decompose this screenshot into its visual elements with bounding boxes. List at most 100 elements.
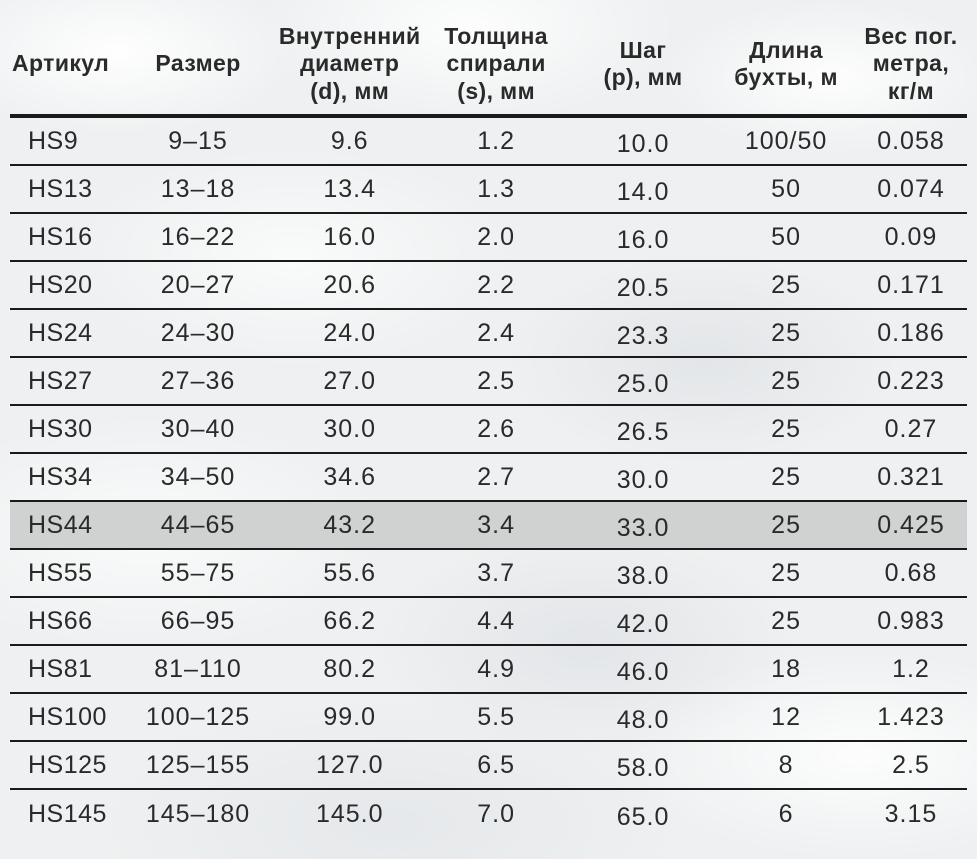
cell-step: 20.5 (616, 273, 670, 302)
cell-coil-length: 8 (778, 750, 794, 779)
cell-article: HS66 (28, 606, 93, 635)
cell-coil-length: 25 (771, 606, 801, 635)
cell-inner-diameter: 20.6 (323, 270, 377, 299)
spec-table: Артикул Размер Внутренний диаметр (d), мм Т… (10, 0, 967, 838)
cell-article: HS145 (28, 799, 107, 828)
cell-size: 34–50 (160, 462, 236, 491)
cell-inner-diameter: 55.6 (323, 558, 377, 587)
cell-inner-diameter: 127.0 (315, 750, 384, 779)
table-row: HS16 16–22 16.0 2.0 16.0 50 0.09 (10, 214, 967, 262)
cell-article: HS27 (28, 366, 93, 395)
cell-coil-length: 25 (771, 270, 801, 299)
cell-step: 42.0 (616, 609, 670, 638)
header-cell-spiral_thickness: Толщина спирали (s), мм (444, 23, 548, 104)
table-row: HS55 55–75 55.6 3.7 38.0 25 0.68 (10, 550, 967, 598)
table-row: HS13 13–18 13.4 1.3 14.0 50 0.074 (10, 166, 967, 214)
header-cell-article: Артикул (12, 50, 110, 77)
cell-coil-length: 25 (771, 510, 801, 539)
cell-step: 25.0 (616, 369, 670, 398)
cell-step: 14.0 (616, 177, 670, 206)
cell-size: 81–110 (154, 654, 242, 683)
cell-spiral-thickness: 4.4 (477, 606, 516, 635)
table-row: HS125 125–155 127.0 6.5 58.0 8 2.5 (10, 742, 967, 790)
cell-coil-length: 25 (771, 462, 801, 491)
cell-inner-diameter: 145.0 (315, 799, 384, 828)
cell-step: 16.0 (616, 225, 670, 254)
table-body: HS9 9–15 9.6 1.2 10.0 100/50 0.058 HS13 … (10, 118, 967, 838)
cell-inner-diameter: 99.0 (323, 702, 377, 731)
cell-weight: 0.223 (877, 366, 945, 395)
cell-size: 9–15 (168, 126, 228, 155)
cell-step: 10.0 (616, 129, 670, 158)
table-row: HS34 34–50 34.6 2.7 30.0 25 0.321 (10, 454, 967, 502)
cell-step: 38.0 (616, 561, 670, 590)
cell-inner-diameter: 27.0 (323, 366, 377, 395)
cell-step: 23.3 (616, 321, 670, 350)
cell-coil-length: 12 (771, 702, 801, 731)
cell-coil-length: 25 (771, 414, 801, 443)
cell-size: 55–75 (160, 558, 236, 587)
cell-coil-length: 18 (771, 654, 801, 683)
cell-size: 27–36 (160, 366, 236, 395)
cell-weight: 0.425 (877, 510, 945, 539)
table-row: HS27 27–36 27.0 2.5 25.0 25 0.223 (10, 358, 967, 406)
cell-step: 46.0 (616, 657, 670, 686)
cell-weight: 0.058 (877, 126, 945, 155)
cell-spiral-thickness: 3.7 (477, 558, 516, 587)
table-header-row: Артикул Размер Внутренний диаметр (d), мм Т… (10, 0, 967, 118)
cell-article: HS81 (28, 654, 93, 683)
cell-weight: 0.186 (877, 318, 945, 347)
header-cell-step: Шаг (p), мм (603, 36, 683, 90)
cell-article: HS55 (28, 558, 93, 587)
cell-weight: 0.68 (884, 558, 938, 587)
cell-weight: 1.2 (892, 654, 930, 683)
cell-weight: 3.15 (884, 799, 938, 828)
cell-spiral-thickness: 2.5 (477, 366, 516, 395)
cell-size: 44–65 (160, 510, 236, 539)
header-cell-weight: Вес пог. метра, кг/м (864, 23, 958, 104)
cell-article: HS16 (28, 222, 93, 251)
cell-weight: 0.074 (877, 174, 945, 203)
cell-article: HS9 (28, 126, 79, 155)
cell-inner-diameter: 13.4 (323, 174, 377, 203)
cell-coil-length: 25 (771, 366, 801, 395)
cell-coil-length: 25 (771, 318, 801, 347)
cell-step: 26.5 (616, 417, 670, 446)
cell-article: HS13 (28, 174, 93, 203)
table-row: HS9 9–15 9.6 1.2 10.0 100/50 0.058 (10, 118, 967, 166)
cell-step: 65.0 (616, 802, 670, 831)
cell-coil-length: 50 (771, 174, 801, 203)
cell-size: 13–18 (160, 174, 236, 203)
cell-coil-length: 25 (771, 558, 801, 587)
cell-step: 58.0 (616, 753, 670, 782)
cell-weight: 0.321 (877, 462, 945, 491)
cell-spiral-thickness: 2.6 (477, 414, 516, 443)
header-cell-coil_length: Длина бухты, м (734, 36, 838, 90)
cell-spiral-thickness: 2.2 (477, 270, 516, 299)
cell-size: 20–27 (160, 270, 236, 299)
table-row: HS66 66–95 66.2 4.4 42.0 25 0.983 (10, 598, 967, 646)
cell-weight: 0.09 (884, 222, 938, 251)
cell-spiral-thickness: 2.7 (477, 462, 516, 491)
cell-size: 66–95 (160, 606, 236, 635)
table-row: HS81 81–110 80.2 4.9 46.0 18 1.2 (10, 646, 967, 694)
cell-article: HS24 (28, 318, 93, 347)
cell-size: 30–40 (160, 414, 236, 443)
cell-coil-length: 6 (778, 799, 794, 828)
table-row: HS30 30–40 30.0 2.6 26.5 25 0.27 (10, 406, 967, 454)
cell-inner-diameter: 16.0 (323, 222, 377, 251)
cell-size: 16–22 (160, 222, 236, 251)
cell-size: 145–180 (145, 799, 251, 828)
cell-spiral-thickness: 1.3 (477, 174, 516, 203)
cell-article: HS44 (28, 510, 93, 539)
cell-step: 30.0 (616, 465, 670, 494)
cell-spiral-thickness: 5.5 (477, 702, 516, 731)
cell-spiral-thickness: 6.5 (477, 750, 516, 779)
cell-weight: 0.171 (877, 270, 945, 299)
cell-inner-diameter: 30.0 (323, 414, 377, 443)
table-row: HS24 24–30 24.0 2.4 23.3 25 0.186 (10, 310, 967, 358)
table-row: HS100 100–125 99.0 5.5 48.0 12 1.423 (10, 694, 967, 742)
cell-article: HS34 (28, 462, 93, 491)
cell-spiral-thickness: 4.9 (477, 654, 516, 683)
cell-spiral-thickness: 3.4 (477, 510, 516, 539)
